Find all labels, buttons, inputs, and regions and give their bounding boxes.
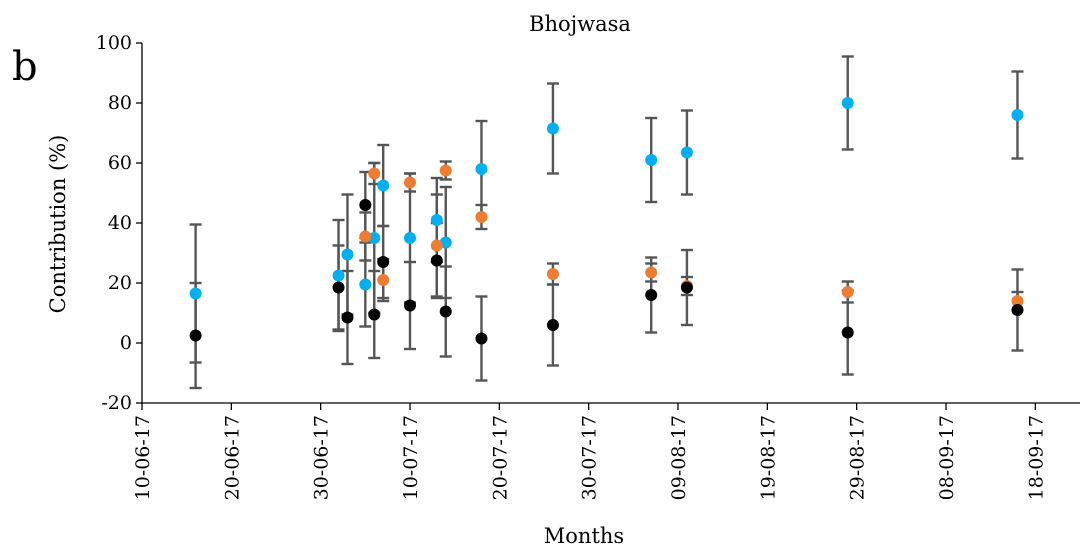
data-point (430, 214, 443, 226)
data-point (475, 211, 488, 223)
y-tick-label: -20 (101, 392, 132, 414)
data-point (546, 319, 559, 331)
data-point (377, 179, 390, 192)
y-axis-label: Contribution (%) (46, 135, 70, 314)
data-point (368, 308, 381, 321)
data-point (546, 268, 559, 280)
data-point (475, 163, 488, 175)
y-tick-label: 0 (120, 332, 132, 354)
data-point (439, 164, 452, 177)
data-point (368, 232, 381, 244)
data-point (841, 326, 854, 339)
data-point (189, 287, 202, 300)
data-point (377, 274, 390, 286)
data-point (475, 332, 488, 345)
data-point (332, 281, 345, 294)
data-point (841, 286, 854, 298)
x-tick-label: 09-08-17 (668, 415, 690, 500)
x-tick-label: 29-08-17 (847, 415, 869, 500)
data-point (680, 146, 693, 159)
data-point (341, 311, 354, 324)
data-point (359, 230, 372, 243)
data-point (359, 199, 372, 211)
x-tick-label: 10-07-17 (400, 415, 422, 500)
data-point (1011, 295, 1024, 307)
x-tick-label: 20-06-17 (221, 415, 243, 500)
x-tick-label: 18-09-17 (1025, 415, 1047, 500)
data-point (430, 254, 443, 267)
y-tick-label: 100 (96, 32, 132, 54)
data-point (332, 269, 345, 282)
data-point (645, 289, 658, 301)
x-tick-label: 30-06-17 (311, 415, 333, 500)
data-point (439, 305, 452, 318)
data-point (404, 176, 416, 189)
data-point (341, 248, 354, 261)
plot-area: -20 0 20 40 60 80 100 10-06-17 20-06-17 30-06-17 1… (96, 32, 1080, 500)
data-point (404, 232, 416, 244)
data-point (430, 239, 443, 252)
data-point (680, 281, 693, 294)
data-point (189, 329, 202, 342)
data-point (377, 256, 390, 268)
panel-letter: b (12, 44, 38, 90)
x-tick-label: 30-07-17 (579, 415, 601, 500)
chart-title: Bhojwasa (529, 12, 631, 36)
data-point (404, 299, 416, 312)
x-tick-label: 20-07-17 (489, 415, 511, 500)
data-point (546, 122, 559, 135)
data-point (645, 266, 658, 279)
data-point (1011, 304, 1024, 316)
x-tick-label: 08-09-17 (936, 415, 958, 500)
data-point (368, 167, 381, 180)
data-point (645, 154, 658, 166)
y-tick-label: 60 (108, 152, 132, 174)
x-tick-label: 10-06-17 (132, 415, 154, 500)
y-tick-label: 80 (108, 92, 132, 114)
data-point (359, 278, 372, 291)
y-tick-label: 40 (108, 212, 132, 234)
x-axis-label: Months (544, 524, 624, 548)
data-point (841, 97, 854, 109)
data-point (1011, 109, 1024, 121)
x-tick-label: 19-08-17 (757, 415, 779, 500)
y-tick-label: 20 (108, 272, 132, 294)
